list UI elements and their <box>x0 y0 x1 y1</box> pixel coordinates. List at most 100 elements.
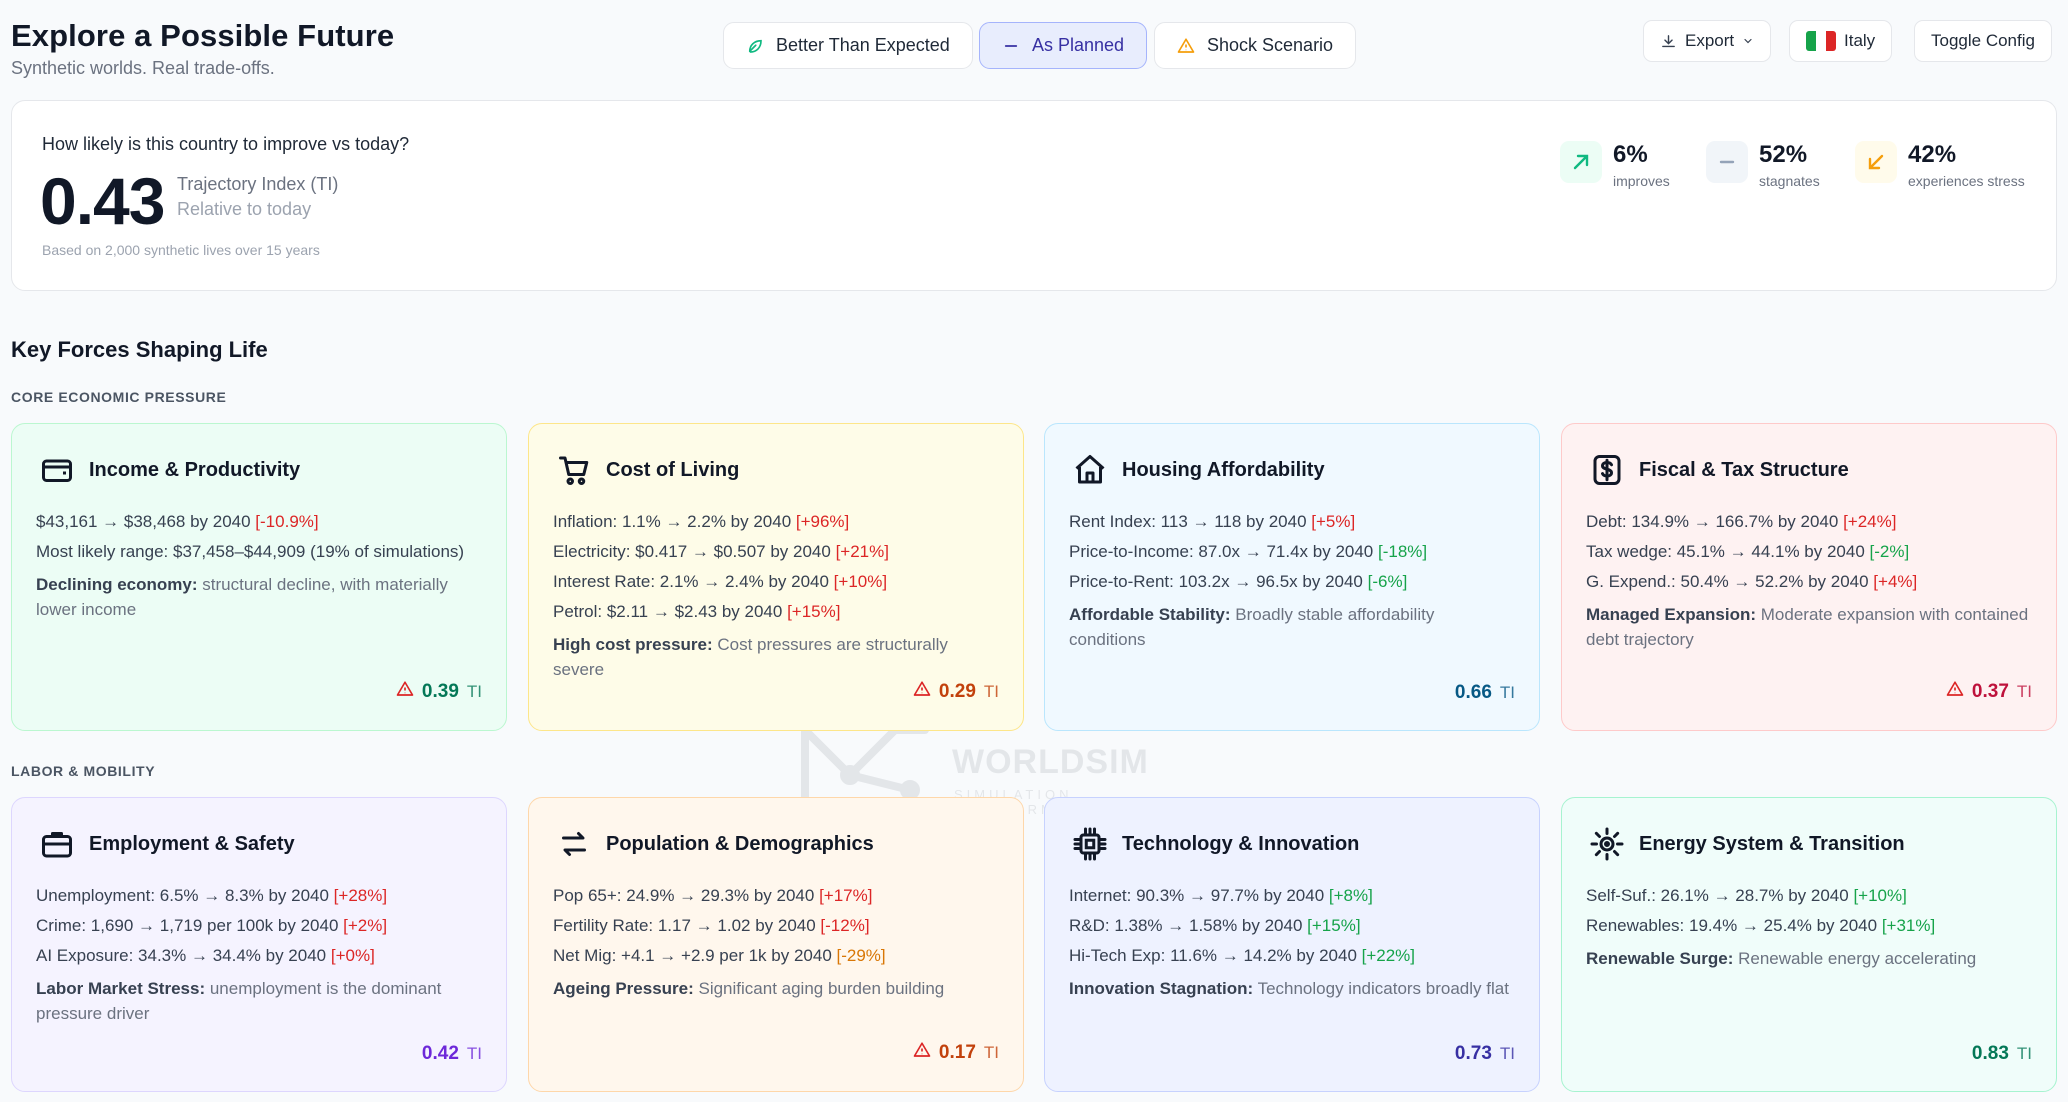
download-icon <box>1660 33 1677 50</box>
metric-line: Net Mig: +4.1 → +2.9 per 1k by 2040 [-29… <box>553 946 886 965</box>
arrow-up-right-icon <box>1560 141 1602 183</box>
card-title: Energy System & Transition <box>1639 832 1905 855</box>
metric-line: Tax wedge: 45.1% → 44.1% by 2040 [-2%] <box>1586 542 1910 561</box>
card-metrics: Rent Index: 113 → 118 by 2040 [+5%] Price… <box>1069 507 1515 597</box>
card-housing-affordability[interactable]: Housing Affordability Rent Index: 113 → … <box>1044 423 1540 731</box>
metric-line: $43,161 → $38,468 by 2040 [-10.9%] <box>36 512 319 531</box>
card-employment-safety[interactable]: Employment & Safety Unemployment: 6.5% →… <box>11 797 507 1092</box>
card-title: Cost of Living <box>606 458 740 481</box>
score-unit: TI <box>2016 1044 2032 1063</box>
metric-line: Petrol: $2.11 → $2.43 by 2040 [+15%] <box>553 602 841 621</box>
card-cost-of-living[interactable]: Cost of Living Inflation: 1.1% → 2.2% by… <box>528 423 1024 731</box>
card-note: Declining economy: structural decline, w… <box>36 575 448 619</box>
toggle-config-label: Toggle Config <box>1931 31 2035 50</box>
summary-question: How likely is this country to improve vs… <box>42 134 410 154</box>
metric-change: [+22%] <box>1361 946 1416 965</box>
card-note: Labor Market Stress: unemployment is the… <box>36 979 442 1023</box>
export-label: Export <box>1685 31 1735 50</box>
score-value: 0.29 <box>938 681 976 702</box>
metric-change: [-10.9%] <box>255 512 319 531</box>
page-subtitle: Synthetic worlds. Real trade-offs. <box>11 58 275 78</box>
score-value: 0.17 <box>938 1042 976 1063</box>
metric-change: [+15%] <box>1307 916 1361 935</box>
card-score: 0.42 TI <box>422 1043 482 1065</box>
stat-label: experiences stress <box>1908 173 2025 189</box>
metric-change: [+2%] <box>343 916 388 935</box>
metric-line: Debt: 134.9% → 166.7% by 2040 [+24%] <box>1586 512 1897 531</box>
leaf-icon <box>746 37 764 55</box>
metric-line: Self-Suf.: 26.1% → 28.7% by 2040 [+10%] <box>1586 886 1907 905</box>
home-icon <box>1072 452 1108 488</box>
scenario-label: Shock Scenario <box>1207 35 1334 55</box>
card-metrics: $43,161 → $38,468 by 2040 [-10.9%] Most l… <box>36 507 482 567</box>
card-title: Fiscal & Tax Structure <box>1639 458 1849 481</box>
minus-icon <box>1706 141 1748 183</box>
metric-change: [-6%] <box>1367 572 1408 591</box>
stat-stress: 42% experiences stress <box>1855 141 2025 189</box>
metric-change: [+10%] <box>833 572 888 591</box>
metric-change: [-12%] <box>820 916 870 935</box>
metric-line: Most likely range: $37,458–$44,909 (19% … <box>36 542 465 561</box>
chip-icon <box>1072 826 1108 862</box>
header: Explore a Possible Future Synthetic worl… <box>0 0 2068 96</box>
scenario-better-button[interactable]: Better Than Expected <box>723 22 973 69</box>
metric-change: [+28%] <box>333 886 388 905</box>
stat-improves: 6% improves <box>1560 141 1670 189</box>
italy-flag-icon <box>1806 31 1836 51</box>
warning-icon <box>913 1041 931 1065</box>
card-score: 0.66 TI <box>1455 682 1515 704</box>
group-label-labor: LABOR & MOBILITY <box>11 763 156 779</box>
card-population-demographics[interactable]: Population & Demographics Pop 65+: 24.9%… <box>528 797 1024 1092</box>
metric-line: Price-to-Rent: 103.2x → 96.5x by 2040 [-… <box>1069 572 1408 591</box>
score-unit: TI <box>466 1044 482 1063</box>
card-income-productivity[interactable]: Income & Productivity $43,161 → $38,468 … <box>11 423 507 731</box>
metric-change: [+4%] <box>1873 572 1918 591</box>
card-score: 0.73 TI <box>1455 1043 1515 1065</box>
card-metrics: Self-Suf.: 26.1% → 28.7% by 2040 [+10%] R… <box>1586 881 2032 941</box>
metric-line: Pop 65+: 24.9% → 29.3% by 2040 [+17%] <box>553 886 873 905</box>
metric-change: [+31%] <box>1881 916 1936 935</box>
card-score: 0.83 TI <box>1972 1043 2032 1065</box>
metric-line: AI Exposure: 34.3% → 34.4% by 2040 [+0%] <box>36 946 375 965</box>
minus-icon <box>1002 37 1020 55</box>
card-metrics: Unemployment: 6.5% → 8.3% by 2040 [+28%]… <box>36 881 482 971</box>
scenario-shock-button[interactable]: Shock Scenario <box>1154 22 1357 69</box>
country-selector[interactable]: Italy <box>1789 20 1893 62</box>
metric-change: [+24%] <box>1843 512 1897 531</box>
card-score: 0.39 TI <box>396 680 482 704</box>
metric-line: Rent Index: 113 → 118 by 2040 [+5%] <box>1069 512 1356 531</box>
score-value: 0.39 <box>421 681 459 702</box>
card-note: Affordable Stability: Broadly stable aff… <box>1069 605 1435 649</box>
score-unit: TI <box>983 682 999 701</box>
dollar-icon <box>1589 452 1625 488</box>
card-fiscal-tax[interactable]: Fiscal & Tax Structure Debt: 134.9% → 16… <box>1561 423 2057 731</box>
metric-line: R&D: 1.38% → 1.58% by 2040 [+15%] <box>1069 916 1361 935</box>
stat-label: stagnates <box>1759 173 1820 189</box>
card-score: 0.37 TI <box>1946 680 2032 704</box>
card-metrics: Internet: 90.3% → 97.7% by 2040 [+8%] R&D… <box>1069 881 1515 971</box>
trajectory-index-label: Trajectory Index (TI) <box>177 174 339 194</box>
metric-line: Price-to-Income: 87.0x → 71.4x by 2040 [… <box>1069 542 1428 561</box>
card-technology-innovation[interactable]: Technology & Innovation Internet: 90.3% … <box>1044 797 1540 1092</box>
export-button[interactable]: Export <box>1643 20 1772 62</box>
score-unit: TI <box>2016 682 2032 701</box>
card-metrics: Debt: 134.9% → 166.7% by 2040 [+24%] Tax … <box>1586 507 2032 597</box>
card-note: Ageing Pressure: Significant aging burde… <box>553 979 945 998</box>
scenario-label: Better Than Expected <box>776 35 950 55</box>
metric-line: Hi-Tech Exp: 11.6% → 14.2% by 2040 [+22%… <box>1069 946 1416 965</box>
card-energy-transition[interactable]: Energy System & Transition Self-Suf.: 26… <box>1561 797 2057 1092</box>
toggle-config-button[interactable]: Toggle Config <box>1914 20 2052 62</box>
warning-icon <box>1177 37 1195 55</box>
page-title: Explore a Possible Future <box>11 18 395 53</box>
metric-line: Crime: 1,690 → 1,719 per 100k by 2040 [+… <box>36 916 388 935</box>
score-value: 0.37 <box>1971 681 2009 702</box>
metric-change: [-2%] <box>1869 542 1910 561</box>
card-title: Housing Affordability <box>1122 458 1325 481</box>
section-title: Key Forces Shaping Life <box>11 337 268 362</box>
metric-change: [+15%] <box>787 602 841 621</box>
card-note: Renewable Surge: Renewable energy accele… <box>1586 949 1977 968</box>
metric-change: [+8%] <box>1328 886 1373 905</box>
scenario-planned-button[interactable]: As Planned <box>979 22 1148 69</box>
card-note: Innovation Stagnation: Technology indica… <box>1069 979 1509 998</box>
trajectory-index-value: 0.43 <box>40 164 165 238</box>
